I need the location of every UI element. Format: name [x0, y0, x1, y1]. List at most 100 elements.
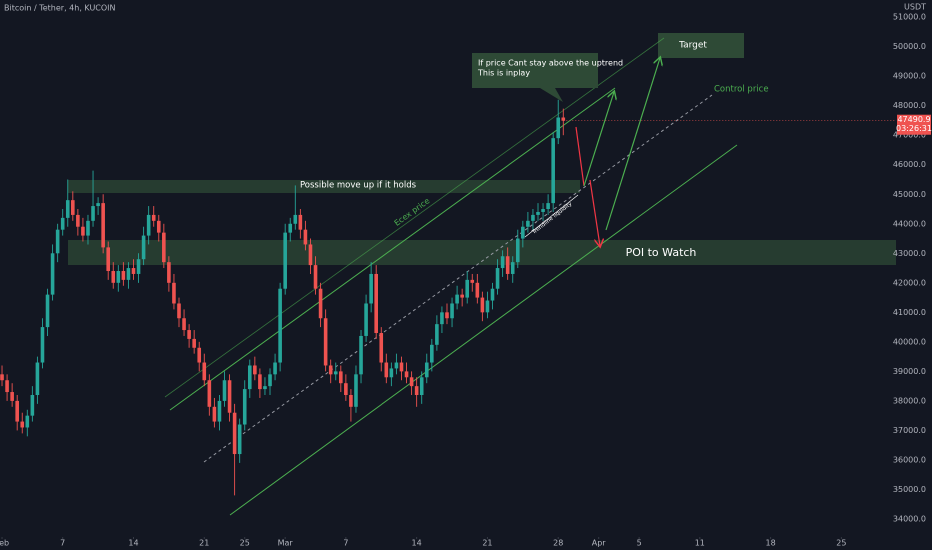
x-axis: Feb 7 14 21 25 Mar 7 14 21 28 Apr 5 11 18 25	[0, 537, 846, 548]
last-price-box	[897, 114, 931, 135]
candle-body	[450, 303, 454, 319]
candle-body	[308, 244, 313, 266]
y-tick-label: 36000.0	[893, 455, 926, 464]
y-tick-label: 43000.0	[893, 249, 926, 258]
target-zone	[658, 33, 744, 58]
candle-body	[303, 229, 308, 245]
candle-body	[364, 303, 368, 336]
x-tick-label: 18	[766, 539, 776, 548]
candle-body	[202, 362, 207, 381]
candle-body	[126, 268, 131, 280]
candle-body	[96, 203, 100, 207]
candle-body	[359, 335, 363, 375]
candle-body	[247, 365, 252, 390]
candle-body	[510, 262, 515, 274]
candle-body	[424, 362, 429, 378]
candle-body	[394, 362, 399, 369]
control-line	[203, 94, 713, 463]
candle-body	[273, 362, 277, 375]
y-tick-label: 40000.0	[893, 337, 926, 346]
candle-body	[15, 400, 19, 422]
candle-body	[177, 303, 181, 319]
y-tick-label: 47000.0	[893, 131, 926, 140]
candle-body	[217, 400, 222, 422]
x-tick-label: 7	[343, 539, 348, 548]
candle-body	[480, 297, 485, 313]
candle-body	[167, 262, 171, 283]
x-tick-label: 14	[128, 539, 138, 548]
candle-body	[116, 271, 121, 283]
candle-body	[182, 318, 186, 331]
candle-body	[222, 380, 227, 401]
candle-body	[389, 368, 394, 378]
candle-body	[242, 389, 247, 425]
candle-body	[268, 374, 272, 387]
control-label: Control price	[714, 85, 769, 95]
candle-body	[0, 374, 4, 381]
candle-body	[561, 117, 566, 121]
y-tick-label: 35000.0	[893, 485, 926, 494]
y-tick-label: 34000.0	[893, 514, 926, 523]
y-tick-label: 41000.0	[893, 308, 926, 317]
candle-body	[121, 271, 126, 280]
candle-body	[298, 214, 303, 230]
candle-body	[404, 371, 409, 378]
x-tick-label: 25	[240, 539, 250, 548]
candle-body	[141, 235, 146, 260]
candle-body	[278, 288, 282, 363]
y-tick-label: 42000.0	[893, 278, 926, 287]
candle-body	[293, 214, 298, 224]
candle-body	[485, 300, 490, 313]
candle-body	[40, 327, 45, 363]
candle-body	[131, 268, 136, 274]
candle-body	[212, 406, 217, 422]
candle-body	[490, 288, 495, 301]
candle-body	[505, 256, 510, 274]
y-tick-label: 49000.0	[893, 72, 926, 81]
green-arrow	[605, 58, 660, 231]
candle-body	[10, 392, 14, 401]
candle-body	[515, 238, 520, 263]
channel-lower	[229, 144, 738, 516]
chart-title: Bitcoin / Tether, 4h, KUCOIN	[4, 4, 116, 13]
y-tick-label: 46000.0	[893, 160, 926, 169]
candle-body	[283, 232, 287, 289]
callout-line: This is inplay	[477, 69, 530, 78]
candle-body	[20, 421, 25, 428]
candle-body	[344, 383, 348, 396]
y-tick-label: 48000.0	[893, 101, 926, 110]
candle-body	[45, 294, 50, 328]
candle-body	[156, 220, 161, 233]
candle-body	[106, 247, 111, 272]
candle-body	[455, 294, 459, 304]
resistance-zone	[68, 180, 580, 193]
candle-body	[521, 226, 525, 239]
candle-body	[475, 282, 480, 298]
y-tick-label: 45000.0	[893, 190, 926, 199]
candle-body	[500, 256, 505, 269]
candle-body	[328, 365, 333, 375]
candle-body	[101, 203, 105, 248]
y-tick-label: 38000.0	[893, 396, 926, 405]
candle-body	[354, 374, 358, 407]
candle-body	[237, 424, 242, 455]
candle-body	[430, 344, 434, 363]
candle-body	[30, 395, 35, 416]
target-label: Target	[678, 41, 707, 51]
zone-label: Possible move up if it holds	[300, 181, 417, 191]
candle-body	[556, 117, 561, 139]
y-unit: USDT	[904, 3, 926, 12]
green-arrow	[583, 92, 614, 187]
candle-body	[146, 214, 151, 236]
price-axis	[896, 0, 932, 550]
candle-body	[111, 271, 116, 283]
candle-body	[71, 200, 75, 215]
candle-body	[323, 318, 328, 366]
candle-body	[399, 362, 404, 372]
candle-body	[76, 214, 80, 227]
candle-body	[465, 279, 470, 298]
red-path	[575, 126, 585, 187]
candle-body	[333, 371, 338, 375]
candle-body	[172, 282, 176, 304]
